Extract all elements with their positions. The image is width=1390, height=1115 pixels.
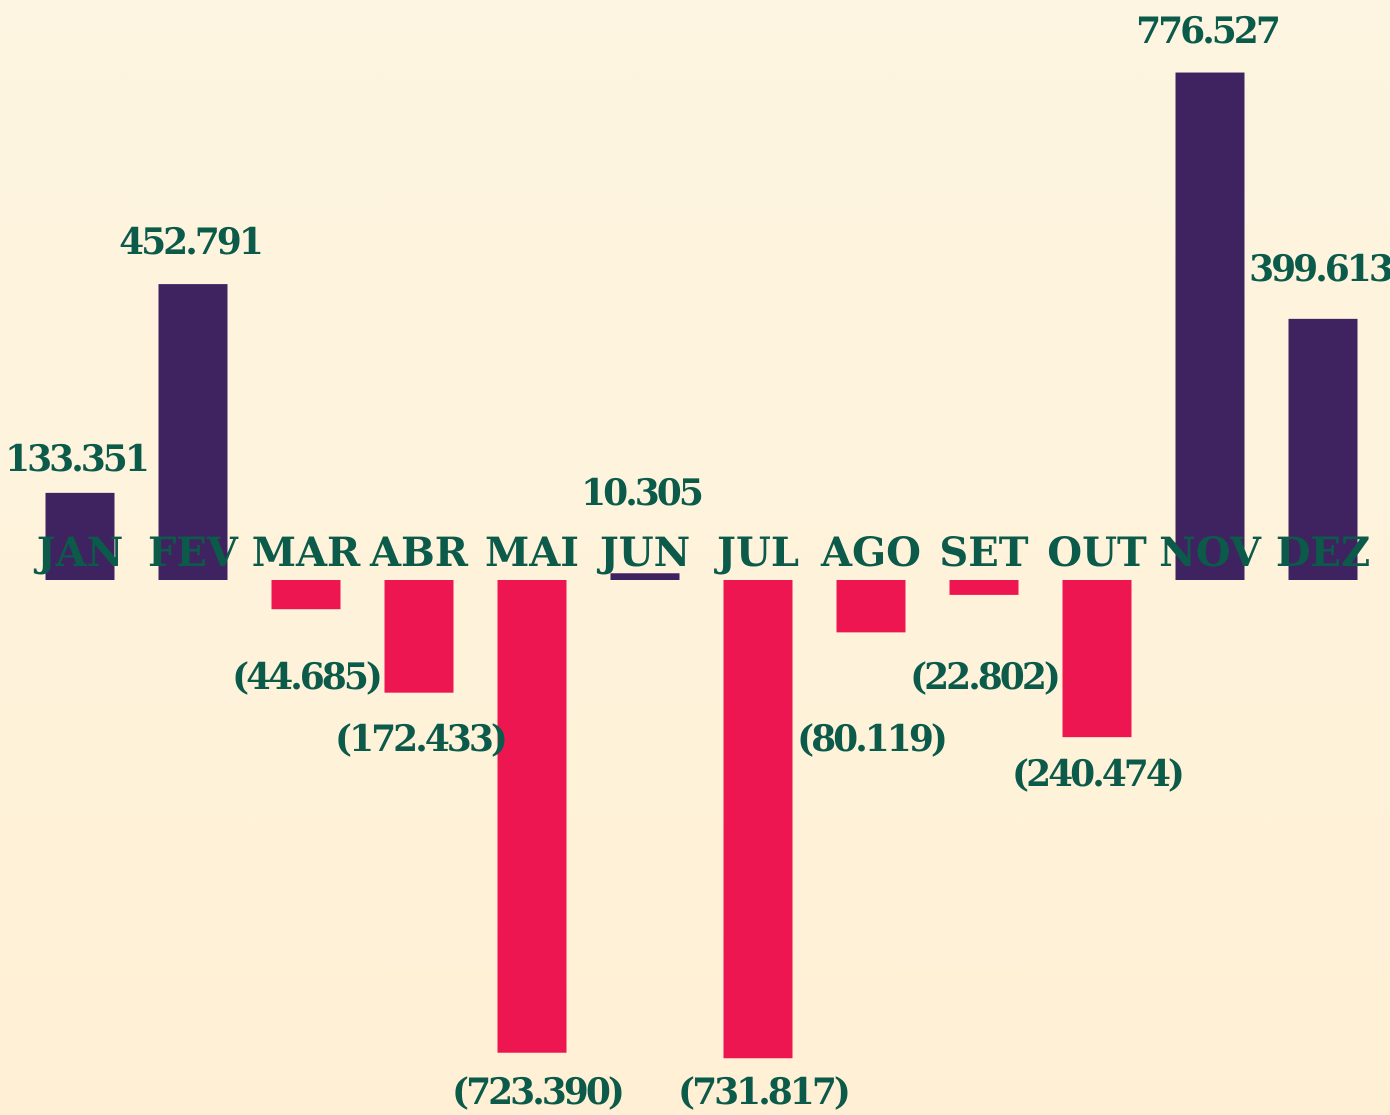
x-tick-label: ABR bbox=[369, 529, 469, 576]
bar bbox=[610, 573, 680, 580]
data-label: 776.527 bbox=[1136, 10, 1279, 52]
data-label: (80.119) bbox=[797, 718, 945, 760]
x-tick-label: SET bbox=[939, 529, 1028, 576]
bar bbox=[1175, 72, 1245, 580]
x-tick-label: MAR bbox=[252, 529, 361, 576]
data-label: (44.685) bbox=[232, 656, 380, 698]
x-tick-label: FEV bbox=[148, 529, 239, 576]
x-tick-label: AGO bbox=[820, 529, 921, 576]
x-tick-label: JUN bbox=[597, 529, 690, 576]
data-label: 133.351 bbox=[5, 438, 147, 480]
x-tick-label: NOV bbox=[1159, 529, 1262, 576]
x-tick-label: DEZ bbox=[1276, 529, 1370, 576]
data-label: (172.433) bbox=[335, 718, 505, 760]
data-label: (723.390) bbox=[452, 1071, 622, 1113]
data-label: (240.474) bbox=[1012, 753, 1182, 795]
x-tick-label: MAI bbox=[485, 529, 579, 576]
data-label: (22.802) bbox=[910, 656, 1058, 698]
bar bbox=[158, 284, 228, 580]
x-tick-label: JUL bbox=[714, 529, 799, 576]
data-label: 452.791 bbox=[119, 221, 261, 263]
bar bbox=[836, 580, 906, 633]
bar bbox=[723, 580, 793, 1059]
data-label: 399.613 bbox=[1249, 248, 1390, 290]
bar bbox=[1288, 318, 1358, 580]
x-tick-label: OUT bbox=[1047, 529, 1147, 576]
bar bbox=[497, 580, 567, 1053]
bar bbox=[384, 580, 454, 693]
data-label: (731.817) bbox=[678, 1071, 848, 1113]
bar bbox=[949, 580, 1019, 595]
data-label: 10.305 bbox=[581, 472, 702, 514]
bar bbox=[1062, 580, 1132, 738]
x-tick-label: JAN bbox=[34, 529, 124, 576]
bar bbox=[271, 580, 341, 610]
bar bbox=[45, 492, 115, 580]
